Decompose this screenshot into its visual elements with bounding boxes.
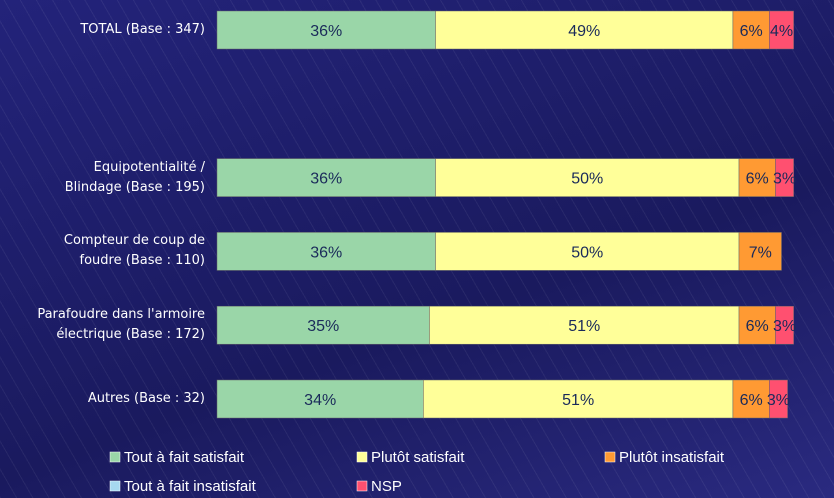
legend-swatch	[109, 480, 121, 492]
bar-segment	[738, 305, 776, 345]
bar-segment	[775, 305, 794, 345]
value-label: 7%	[749, 244, 772, 261]
value-label: 3%	[773, 318, 796, 335]
bar-segment	[769, 379, 788, 419]
bar-segment	[216, 158, 436, 197]
value-label: 36%	[310, 23, 342, 40]
value-label: 36%	[310, 171, 342, 188]
bar-segment	[435, 10, 734, 50]
category-label: TOTAL (Base : 347)	[80, 22, 205, 37]
legend-label: NSP	[371, 478, 402, 495]
bar-segment	[429, 305, 740, 345]
bar-segment	[775, 158, 794, 197]
value-label: 50%	[571, 244, 603, 261]
bar-segment	[435, 158, 740, 197]
value-label: 36%	[310, 244, 342, 261]
value-label: 51%	[568, 318, 600, 335]
bar-segment	[738, 158, 776, 197]
value-label: 4%	[770, 23, 793, 40]
bar-segment	[423, 379, 734, 419]
bar-segment	[216, 10, 436, 50]
category-label: Autres (Base : 32)	[87, 391, 205, 406]
value-label: 49%	[568, 23, 600, 40]
category-label: Equipotentialité / Blindage (Base : 195)	[64, 159, 205, 195]
value-label: 3%	[767, 392, 790, 409]
legend-label: Tout à fait satisfait	[124, 449, 245, 466]
legend-swatch	[604, 451, 616, 463]
value-label: 6%	[740, 23, 763, 40]
bar-segment	[769, 10, 794, 50]
legend-swatch	[356, 480, 368, 492]
value-label: 35%	[307, 318, 339, 335]
value-label: 50%	[571, 171, 603, 188]
legend-label: Plutôt satisfait	[371, 449, 465, 466]
value-label: 3%	[773, 171, 796, 188]
bar-segment	[216, 379, 424, 419]
value-label: 6%	[740, 392, 763, 409]
category-label: Parafoudre dans l'armoire électrique (Ba…	[37, 307, 205, 343]
category-label: Compteur de coup de foudre (Base : 110)	[63, 233, 205, 269]
legend-label: Tout à fait insatisfait	[124, 478, 257, 495]
bar-segment	[732, 10, 770, 50]
bar-segment	[216, 232, 436, 271]
value-label: 6%	[746, 318, 769, 335]
value-label: 34%	[304, 392, 336, 409]
value-label: 6%	[746, 171, 769, 188]
value-label: 51%	[562, 392, 594, 409]
bar-segment	[732, 379, 770, 419]
legend-label: Plutôt insatisfait	[619, 449, 725, 466]
legend-swatch	[356, 451, 368, 463]
legend-swatch	[109, 451, 121, 463]
bar-segment	[738, 232, 782, 271]
